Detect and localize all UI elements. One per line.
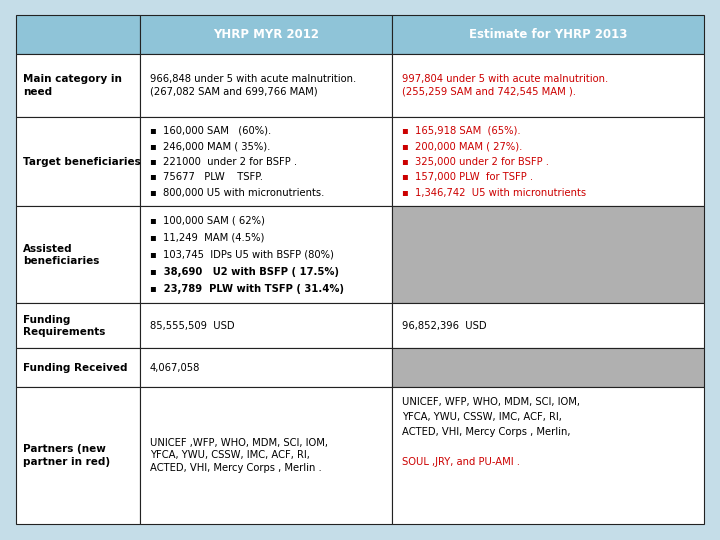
Bar — [140, 206, 392, 303]
Text: 96,852,396  USD: 96,852,396 USD — [402, 321, 487, 331]
Text: ▪  38,690   U2 with BSFP ( 17.5%): ▪ 38,690 U2 with BSFP ( 17.5%) — [150, 267, 339, 277]
Text: Assisted
beneficiaries: Assisted beneficiaries — [23, 244, 99, 266]
Text: ACTED, VHI, Mercy Corps , Merlin,: ACTED, VHI, Mercy Corps , Merlin, — [402, 427, 570, 437]
Text: ▪  157,000 PLW  for TSFP .: ▪ 157,000 PLW for TSFP . — [402, 172, 533, 183]
Bar — [140, 303, 392, 348]
Text: ▪  800,000 U5 with micronutrients.: ▪ 800,000 U5 with micronutrients. — [150, 188, 324, 198]
Text: 85,555,509  USD: 85,555,509 USD — [150, 321, 235, 331]
Text: Funding Received: Funding Received — [23, 363, 127, 373]
Bar — [140, 54, 392, 117]
Text: 4,067,058: 4,067,058 — [150, 363, 200, 373]
Bar — [16, 54, 140, 117]
Bar — [16, 387, 140, 524]
Text: UNICEF ,WFP, WHO, MDM, SCI, IOM,
YFCA, YWU, CSSW, IMC, ACF, RI,
ACTED, VHI, Merc: UNICEF ,WFP, WHO, MDM, SCI, IOM, YFCA, Y… — [150, 438, 328, 473]
Bar — [140, 117, 392, 206]
Bar — [392, 387, 704, 524]
Text: Estimate for YHRP 2013: Estimate for YHRP 2013 — [469, 28, 627, 41]
Bar — [16, 206, 140, 303]
Text: ▪  165,918 SAM  (65%).: ▪ 165,918 SAM (65%). — [402, 125, 521, 136]
Text: YFCA, YWU, CSSW, IMC, ACF, RI,: YFCA, YWU, CSSW, IMC, ACF, RI, — [402, 412, 562, 422]
Text: ▪  246,000 MAM ( 35%).: ▪ 246,000 MAM ( 35%). — [150, 141, 270, 151]
Bar — [16, 117, 140, 206]
Text: ▪  103,745  IDPs U5 with BSFP (80%): ▪ 103,745 IDPs U5 with BSFP (80%) — [150, 250, 333, 260]
Text: SOUL ,JRY, and PU-AMI .: SOUL ,JRY, and PU-AMI . — [402, 457, 520, 468]
Bar — [392, 54, 704, 117]
Text: UNICEF, WFP, WHO, MDM, SCI, IOM,: UNICEF, WFP, WHO, MDM, SCI, IOM, — [402, 397, 580, 407]
Text: 966,848 under 5 with acute malnutrition.
(267,082 SAM and 699,766 MAM): 966,848 under 5 with acute malnutrition.… — [150, 75, 356, 97]
Text: 997,804 under 5 with acute malnutrition.
(255,259 SAM and 742,545 MAM ).: 997,804 under 5 with acute malnutrition.… — [402, 75, 608, 97]
Text: ▪  160,000 SAM   (60%).: ▪ 160,000 SAM (60%). — [150, 125, 271, 136]
Text: ▪  11,249  MAM (4.5%): ▪ 11,249 MAM (4.5%) — [150, 233, 264, 242]
Bar — [392, 303, 704, 348]
Bar — [140, 387, 392, 524]
Text: Main category in
need: Main category in need — [23, 75, 122, 97]
Bar — [392, 117, 704, 206]
Bar — [16, 348, 140, 387]
Text: ▪  200,000 MAM ( 27%).: ▪ 200,000 MAM ( 27%). — [402, 141, 522, 151]
Text: Target beneficiaries: Target beneficiaries — [23, 157, 141, 167]
Bar — [140, 348, 392, 387]
Bar — [140, 15, 392, 54]
Text: ▪  75677   PLW    TSFP.: ▪ 75677 PLW TSFP. — [150, 172, 263, 183]
Text: YHRP MYR 2012: YHRP MYR 2012 — [213, 28, 320, 41]
Text: ▪  100,000 SAM ( 62%): ▪ 100,000 SAM ( 62%) — [150, 215, 265, 225]
Text: ▪  221000  under 2 for BSFP .: ▪ 221000 under 2 for BSFP . — [150, 157, 297, 167]
Text: ▪  23,789  PLW with TSFP ( 31.4%): ▪ 23,789 PLW with TSFP ( 31.4%) — [150, 285, 343, 294]
Bar — [16, 15, 140, 54]
Bar — [16, 303, 140, 348]
Text: ▪  1,346,742  U5 with micronutrients: ▪ 1,346,742 U5 with micronutrients — [402, 188, 586, 198]
Bar — [392, 348, 704, 387]
Text: ▪  325,000 under 2 for BSFP .: ▪ 325,000 under 2 for BSFP . — [402, 157, 549, 167]
Text: Funding
Requirements: Funding Requirements — [23, 315, 105, 337]
Bar — [392, 15, 704, 54]
Bar — [392, 206, 704, 303]
Text: Partners (new
partner in red): Partners (new partner in red) — [23, 444, 110, 467]
